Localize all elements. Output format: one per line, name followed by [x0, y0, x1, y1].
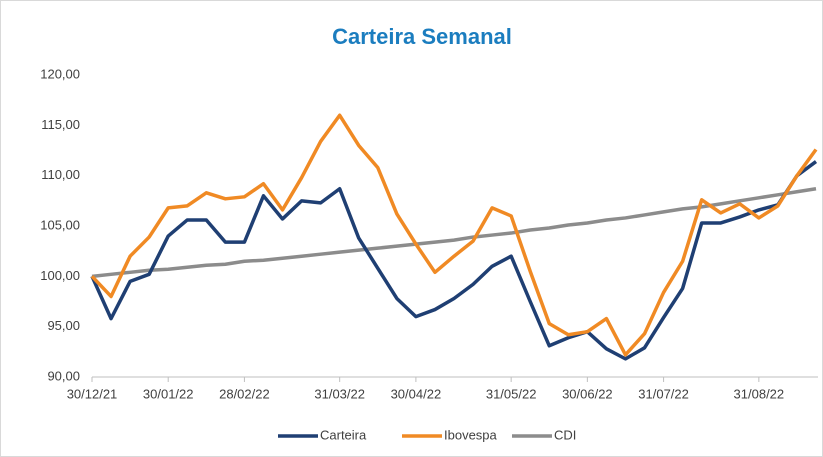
y-tick-label: 95,00 [47, 318, 80, 333]
y-tick-label: 90,00 [47, 368, 80, 383]
y-tick-label: 110,00 [41, 167, 80, 182]
series-line [90, 113, 818, 357]
legend-label: CDI [554, 427, 576, 442]
y-tick-label: 115,00 [41, 117, 80, 132]
x-tick-label: 31/05/22 [486, 386, 537, 401]
x-tick-label: 30/04/22 [391, 386, 442, 401]
x-tick-label: 31/03/22 [314, 386, 365, 401]
series-line [90, 160, 818, 361]
y-tick-label: 120,00 [40, 66, 80, 81]
chart-title: Carteira Semanal [332, 24, 512, 49]
y-tick-label: 105,00 [40, 217, 80, 232]
x-tick-label: 30/01/22 [143, 386, 194, 401]
legend-label: Carteira [320, 427, 367, 442]
x-tick-label: 28/02/22 [219, 386, 270, 401]
x-tick-label: 30/12/21 [67, 386, 118, 401]
x-tick-label: 31/07/22 [638, 386, 689, 401]
x-tick-label: 30/06/22 [562, 386, 613, 401]
series-line [91, 187, 817, 279]
y-tick-label: 100,00 [40, 268, 80, 283]
x-tick-label: 31/08/22 [734, 386, 785, 401]
legend-label: Ibovespa [444, 427, 498, 442]
